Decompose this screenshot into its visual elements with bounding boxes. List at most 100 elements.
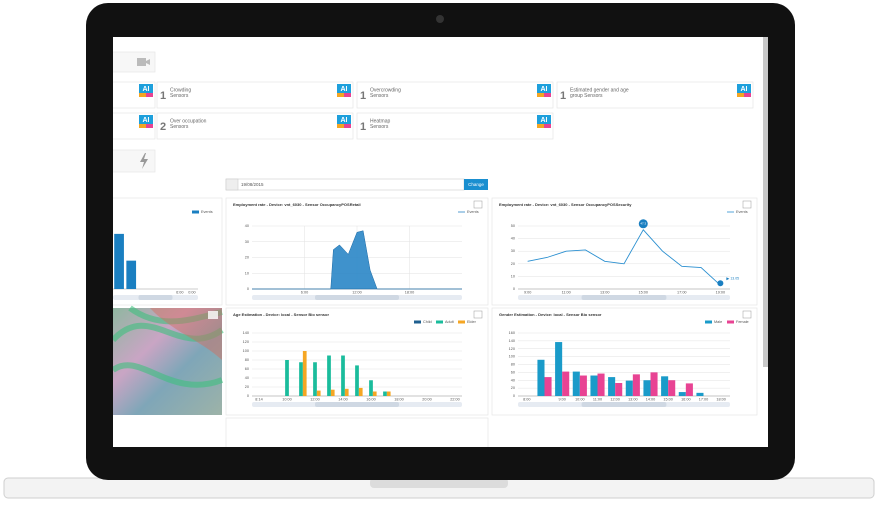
badge-stripe xyxy=(737,93,744,97)
y-tick-label: 10 xyxy=(245,271,249,275)
legend-label[interactable]: Male xyxy=(714,320,722,324)
expand-button[interactable] xyxy=(473,310,483,319)
x-tick-label: 10:00 xyxy=(575,398,585,402)
sensor-label: Overcrowding xyxy=(370,87,401,93)
sensor-card[interactable] xyxy=(156,112,354,140)
x-tick-label: 17:00 xyxy=(699,398,709,402)
chart-title: Age Estimation - Device: local - Sensor … xyxy=(233,312,329,317)
badge-stripe xyxy=(146,93,153,97)
bar xyxy=(608,377,616,396)
badge-stripe xyxy=(139,93,146,97)
empty-panel xyxy=(225,417,489,447)
chart-panel xyxy=(225,307,489,416)
x-tick-label: 18:00 xyxy=(716,398,726,402)
x-tick-label: 8:14 xyxy=(255,398,262,402)
bar xyxy=(369,380,373,396)
legend-label[interactable]: Events xyxy=(467,210,479,214)
x-tick-label: 12:00 xyxy=(352,291,362,295)
sensor-count: 1 xyxy=(360,90,366,102)
x-tick-label: 9:00 xyxy=(524,291,531,295)
chart-title: Employment rate - Device: vnt_6030 - Sen… xyxy=(233,202,361,207)
expand-button[interactable] xyxy=(742,310,752,319)
y-tick-label: 10 xyxy=(511,274,515,278)
x-tick-label: 13:00 xyxy=(628,398,638,402)
legend-label[interactable]: Child xyxy=(423,320,432,324)
legend-label[interactable]: Adult xyxy=(445,320,455,324)
badge-text: AI xyxy=(143,117,150,124)
legend-label[interactable]: Elder xyxy=(467,320,477,324)
sensor-card[interactable] xyxy=(356,112,554,140)
y-tick-label: 20 xyxy=(245,385,249,389)
expand-button[interactable] xyxy=(742,200,752,209)
y-tick-label: 100 xyxy=(243,349,249,353)
expand-button[interactable] xyxy=(473,200,483,209)
expand-icon[interactable] xyxy=(208,311,218,319)
sensor-label: Sensors xyxy=(170,93,189,99)
bar xyxy=(383,391,387,396)
x-tick-label: 14:00 xyxy=(646,398,656,402)
legend-label[interactable]: Female xyxy=(736,320,749,324)
x-tick-label: 15:00 xyxy=(639,291,649,295)
legend-swatch xyxy=(705,320,712,324)
bar xyxy=(126,260,137,289)
bar xyxy=(285,360,289,396)
scrollbar[interactable] xyxy=(763,37,768,367)
change-button[interactable] xyxy=(464,179,488,190)
y-tick-label: 40 xyxy=(511,378,515,382)
y-tick-label: 20 xyxy=(511,262,515,266)
legend-label[interactable]: Events xyxy=(201,210,213,214)
sensor-label: group Sensors xyxy=(570,93,603,99)
y-tick-label: 140 xyxy=(243,331,249,335)
bar xyxy=(330,389,335,396)
bar xyxy=(678,392,686,396)
y-tick-label: 0 xyxy=(247,287,249,291)
x-tick-label: 12:00 xyxy=(310,398,320,402)
x-tick-label: 6:00 xyxy=(301,291,308,295)
y-tick-label: 120 xyxy=(509,347,515,351)
y-tick-label: 40 xyxy=(245,224,249,228)
y-tick-label: 30 xyxy=(511,249,515,253)
sensor-label: Sensors xyxy=(370,93,389,99)
legend-label[interactable]: Events xyxy=(736,210,748,214)
navigator-handle[interactable] xyxy=(581,295,667,300)
x-tick-label: 0:00 xyxy=(188,291,195,295)
sensor-label: Sensors xyxy=(370,124,389,130)
camera-icon xyxy=(137,58,150,66)
bar xyxy=(299,362,303,396)
sensor-card[interactable] xyxy=(156,81,354,109)
sensor-card[interactable] xyxy=(356,81,554,109)
chart-panel xyxy=(491,197,758,306)
sensor-card[interactable] xyxy=(556,81,754,109)
navigator-handle[interactable] xyxy=(315,295,399,300)
annotation: 47.3 xyxy=(640,222,646,226)
x-tick-label: 10:00 xyxy=(282,398,292,402)
x-tick-label: 19:00 xyxy=(716,291,726,295)
y-tick-label: 120 xyxy=(243,340,249,344)
bar xyxy=(562,371,570,396)
navigator-handle[interactable] xyxy=(315,402,399,407)
badge-stripe xyxy=(139,124,146,128)
annotation-balloon xyxy=(717,280,724,287)
button-label[interactable]: Change xyxy=(468,182,484,187)
sensor-count: 1 xyxy=(560,90,566,102)
bar xyxy=(615,383,623,396)
chart-title: Gender Estimation - Device: local - Sens… xyxy=(499,312,602,317)
y-tick-label: 20 xyxy=(511,386,515,390)
navigator-handle[interactable] xyxy=(138,295,173,300)
bar xyxy=(327,355,331,396)
bar xyxy=(114,233,124,289)
sensor-count: 2 xyxy=(160,121,166,133)
x-tick-label: 14:00 xyxy=(338,398,348,402)
camera-card xyxy=(113,51,156,73)
x-tick-label: 6:00 xyxy=(176,291,183,295)
badge-text: AI xyxy=(541,86,548,93)
laptop-notch xyxy=(370,478,508,488)
sensor-label: Sensors xyxy=(170,124,189,130)
chart-title: Employment rate - Device: vnt_6030 - Sen… xyxy=(499,202,632,207)
area xyxy=(252,230,462,290)
badge-text: AI xyxy=(341,117,348,124)
y-tick-label: 40 xyxy=(511,237,515,241)
badge-stripe xyxy=(344,93,351,97)
navigator-handle[interactable] xyxy=(581,402,667,407)
